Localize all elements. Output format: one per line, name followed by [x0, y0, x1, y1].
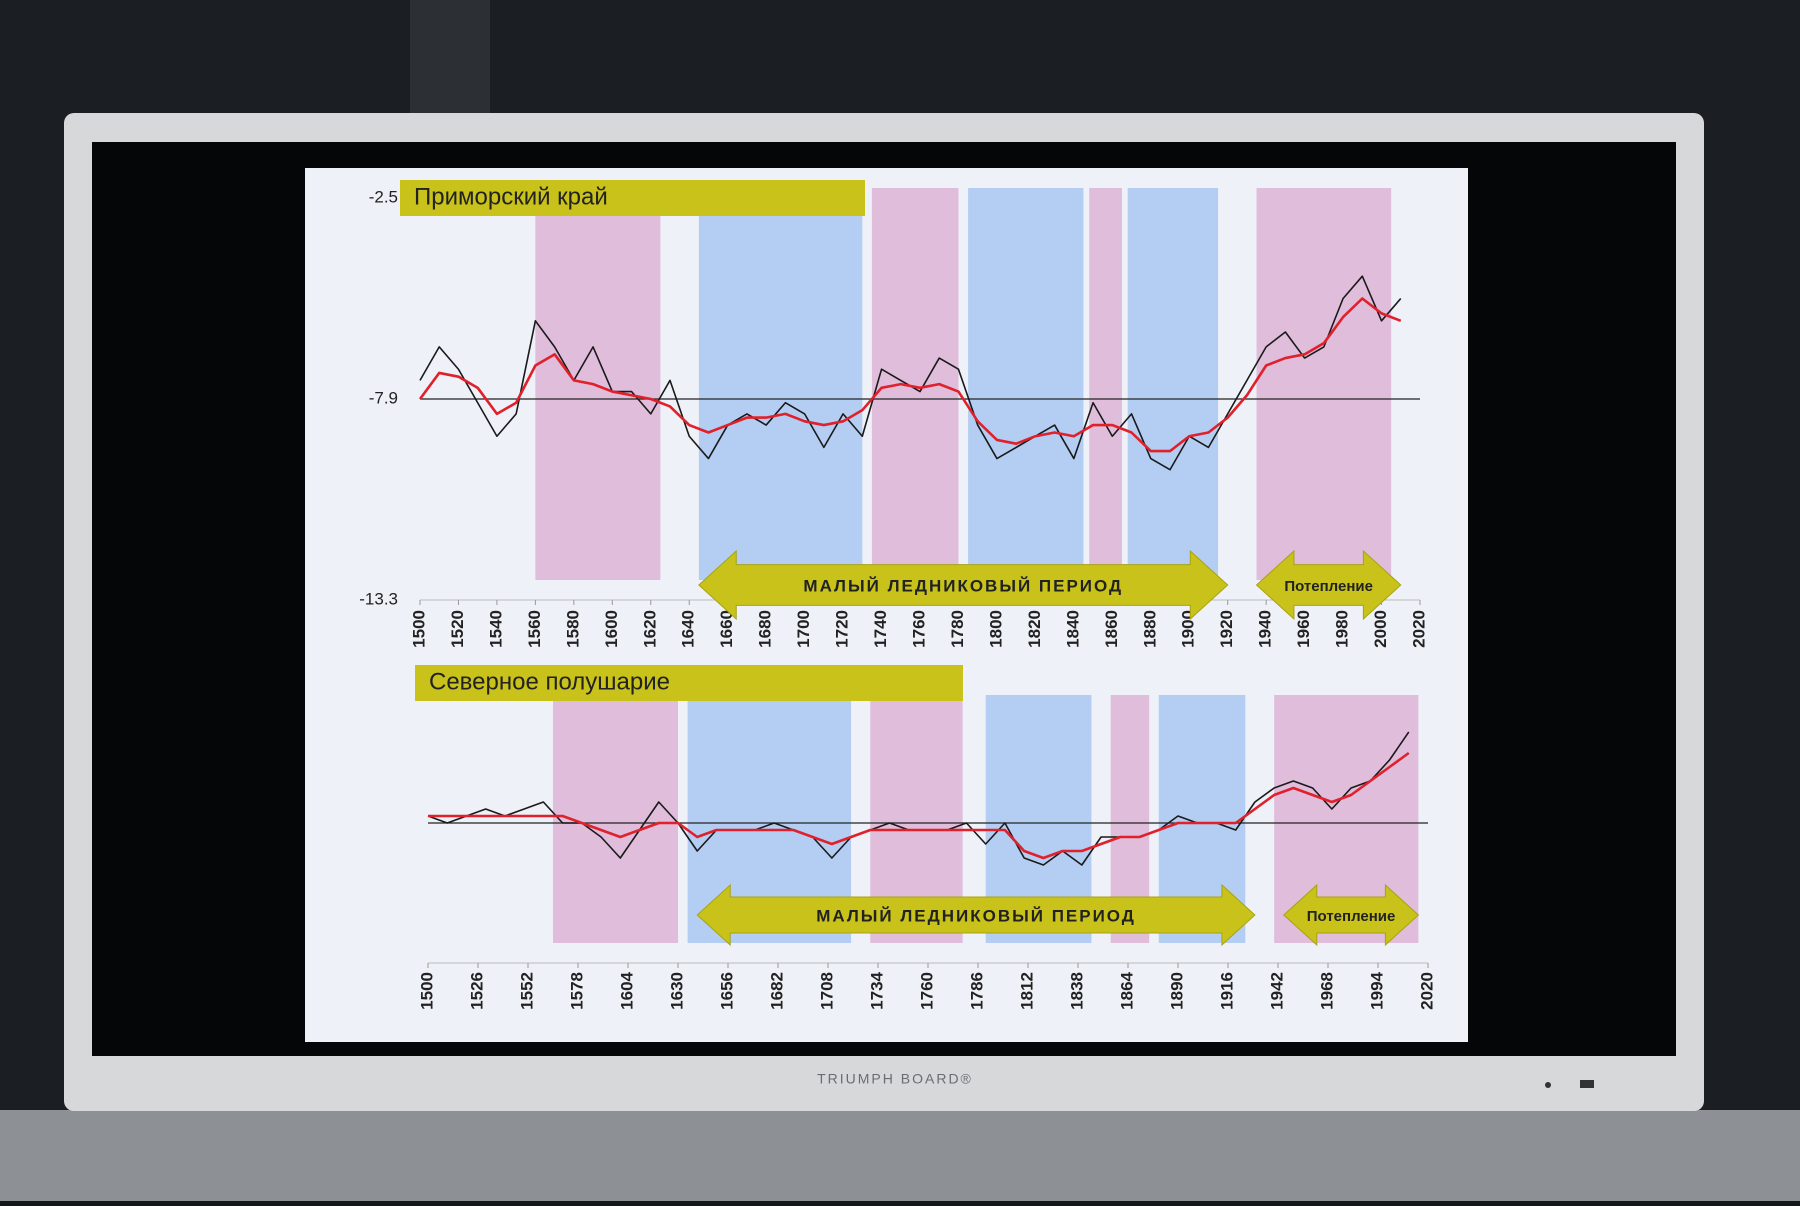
x-tick-label: 1640: [679, 610, 698, 648]
arrow-label: МАЛЫЙ ЛЕДНИКОВЫЙ ПЕРИОД: [803, 576, 1123, 595]
arrow-label: Потепление: [1284, 578, 1373, 595]
x-tick-label: 1708: [817, 972, 836, 1010]
x-tick-label: 1500: [417, 972, 436, 1010]
x-tick-label: 1560: [525, 610, 544, 648]
title-box: [415, 665, 963, 701]
x-tick-label: 1812: [1017, 972, 1036, 1010]
x-tick-label: 1942: [1267, 972, 1286, 1010]
brand: TRIUMPH BOARD®: [817, 1071, 973, 1087]
x-tick-label: 2020: [1409, 610, 1428, 648]
period-band: [871, 188, 959, 580]
x-tick-label: 1980: [1333, 610, 1352, 648]
x-tick-label: 1660: [717, 610, 736, 648]
x-tick-label: 1740: [871, 610, 890, 648]
x-tick-label: 1630: [667, 972, 686, 1010]
x-tick-label: 1890: [1167, 972, 1186, 1010]
period-band: [698, 188, 863, 580]
x-tick-label: 1578: [567, 972, 586, 1010]
x-tick-label: 1720: [833, 610, 852, 648]
arrow-label: Потепление: [1307, 908, 1396, 925]
x-tick-label: 1760: [909, 610, 928, 648]
x-tick-label: 1734: [867, 971, 886, 1009]
window: [0, 1110, 1800, 1201]
x-tick-label: 1500: [409, 610, 428, 648]
x-tick-label: 1760: [917, 972, 936, 1010]
x-tick-label: 1682: [767, 972, 786, 1010]
arrow-label: МАЛЫЙ ЛЕДНИКОВЫЙ ПЕРИОД: [816, 906, 1136, 925]
x-tick-label: 1526: [467, 972, 486, 1010]
period-band: [1256, 188, 1392, 580]
x-tick-label: 1838: [1067, 972, 1086, 1010]
x-tick-label: 1916: [1217, 972, 1236, 1010]
period-arrow: [696, 883, 1256, 947]
x-tick-label: 1780: [948, 610, 967, 648]
x-tick-label: 1620: [640, 610, 659, 648]
y-tick-label: -7.9: [369, 388, 398, 407]
x-tick-label: 1580: [563, 610, 582, 648]
period-arrow: [1283, 883, 1420, 947]
x-tick-label: 1880: [1140, 610, 1159, 648]
x-tick-label: 2020: [1417, 972, 1436, 1010]
x-tick-label: 1900: [1179, 610, 1198, 648]
pillar: [410, 0, 490, 120]
x-tick-label: 1656: [717, 972, 736, 1010]
x-tick-label: 1700: [794, 610, 813, 648]
y-tick-label: -2.5: [369, 187, 398, 206]
period-arrow: [698, 549, 1229, 621]
period-band: [1089, 188, 1122, 580]
x-tick-label: 1786: [967, 972, 986, 1010]
period-arrow: [1255, 549, 1402, 621]
series-line: [428, 751, 1410, 860]
series-line: [418, 297, 1402, 453]
period-band: [535, 188, 661, 580]
period-band: [968, 188, 1084, 580]
x-tick-label: 2000: [1371, 610, 1390, 648]
chart-title: Северное полушарие: [429, 668, 670, 695]
x-tick-label: 1800: [986, 610, 1005, 648]
x-tick-label: 1540: [486, 610, 505, 648]
x-tick-label: 1604: [617, 971, 636, 1009]
sensor: [1580, 1080, 1594, 1088]
period-band: [1127, 188, 1219, 580]
x-tick-label: 1680: [756, 610, 775, 648]
x-tick-label: 1960: [1294, 610, 1313, 648]
power-led: [1545, 1082, 1551, 1088]
x-tick-label: 1860: [1102, 610, 1121, 648]
x-tick-label: 1600: [602, 610, 621, 648]
x-tick-label: 1864: [1117, 971, 1136, 1009]
x-tick-label: 1968: [1317, 972, 1336, 1010]
y-tick-label: -13.3: [359, 589, 398, 608]
title-box: [400, 180, 865, 216]
x-tick-label: 1552: [517, 972, 536, 1010]
x-tick-label: 1520: [448, 610, 467, 648]
x-tick-label: 1940: [1256, 610, 1275, 648]
x-tick-label: 1994: [1367, 971, 1386, 1009]
x-tick-label: 1920: [1217, 610, 1236, 648]
x-tick-label: 1840: [1063, 610, 1082, 648]
chart-title: Приморский край: [414, 183, 608, 210]
x-tick-label: 1820: [1025, 610, 1044, 648]
